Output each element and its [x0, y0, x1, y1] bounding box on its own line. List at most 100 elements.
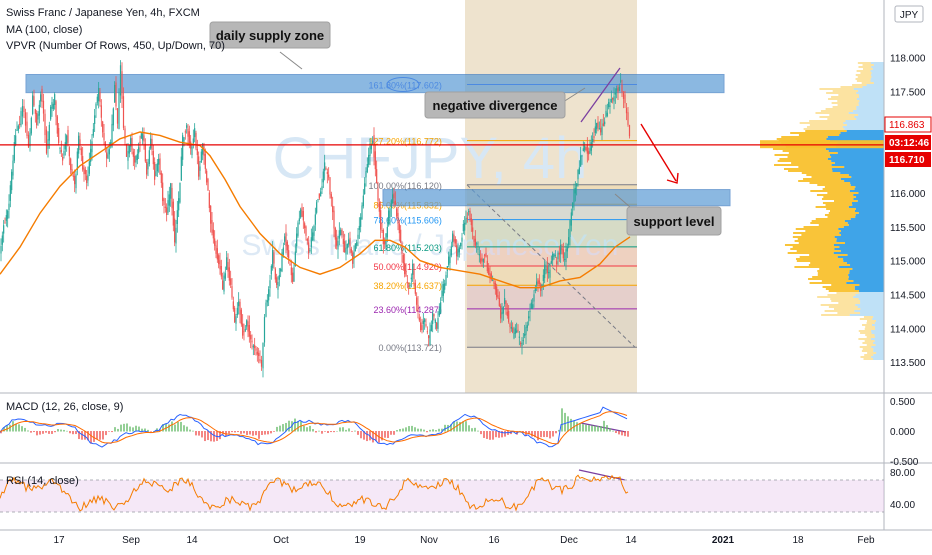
currency-badge[interactable]: JPY: [894, 5, 924, 23]
macd-histogram-bar: [381, 431, 383, 441]
candle-body: [442, 284, 444, 296]
price-axis-tag[interactable]: 03:12:46: [885, 135, 931, 150]
candle-body: [421, 325, 423, 331]
daily-supply-zone[interactable]: [25, 73, 725, 94]
candle-body: [255, 348, 257, 351]
macd-histogram-bar: [582, 424, 584, 432]
candle-body: [617, 87, 619, 92]
volume-profile-row-down: [834, 248, 884, 250]
volume-profile-row-up: [858, 330, 872, 332]
candle-body: [134, 156, 136, 163]
negative-divergence-callout[interactable]: negative divergence: [424, 87, 586, 119]
volume-profile-row-up: [817, 272, 850, 274]
support-level-callout[interactable]: support level: [614, 193, 722, 236]
price-axis-tag[interactable]: 116.710: [885, 152, 931, 167]
macd-histogram-bar: [42, 431, 44, 434]
candle-body: [558, 252, 560, 255]
macd-histogram-bar: [198, 431, 200, 436]
volume-profile-row-down: [840, 132, 884, 134]
candle-body: [216, 248, 218, 260]
volume-profile-row-up: [857, 62, 871, 64]
candle-body: [122, 96, 125, 128]
time-axis-ticks[interactable]: 17 Sep 14 Oct 19 Nov 16 Dec 14 2021 18 Feb: [53, 535, 875, 546]
macd-histogram-bar: [30, 431, 32, 433]
candle-body: [480, 258, 482, 263]
price-axis-background[interactable]: [884, 0, 932, 550]
candle-body: [524, 333, 526, 336]
volume-profile-row-down: [858, 104, 884, 106]
volume-profile-row-up: [828, 290, 859, 292]
daily-supply-zone-callout[interactable]: daily supply zone: [209, 21, 331, 70]
volume-profile-row-down: [874, 336, 884, 338]
volume-profile-row-up: [823, 196, 857, 198]
volume-profile-row-down: [850, 182, 884, 184]
volume-profile-row-down: [843, 260, 884, 262]
volume-profile-row-down: [832, 170, 884, 172]
candle-body: [409, 284, 411, 287]
chart-title: Swiss Franc / Japanese Yen, 4h, FXCM: [6, 7, 200, 19]
rsi-legend[interactable]: RSI (14, close): [6, 475, 79, 487]
volume-profile-row-up: [819, 268, 853, 270]
candle-body: [606, 112, 608, 116]
candle-body: [55, 101, 57, 117]
candle-body: [0, 245, 2, 254]
candle-body: [594, 126, 596, 133]
volume-profile-row-down: [853, 296, 884, 298]
volume-profile-row-down: [858, 102, 884, 104]
macd-histogram-bar: [627, 431, 629, 437]
candle-body: [136, 153, 138, 161]
price-axis-tag[interactable]: 116.863: [884, 116, 932, 133]
candle-body: [620, 80, 622, 82]
volume-profile-row-up: [826, 92, 857, 94]
candle-body: [388, 210, 390, 225]
candle-body: [418, 317, 420, 321]
candle-body: [127, 150, 129, 161]
candle-body: [19, 123, 21, 125]
volume-profile-row-up: [825, 108, 857, 110]
macd-histogram-bar: [579, 423, 581, 432]
volume-profile-row-down: [873, 358, 884, 360]
macd-histogram-bar: [360, 431, 362, 439]
candle-body: [8, 203, 10, 210]
candle-body: [380, 210, 382, 230]
vpvr-indicator-legend[interactable]: VPVR (Number Of Rows, 450, Up/Down, 70): [6, 40, 225, 52]
macd-histogram-bar: [258, 431, 260, 439]
macd-histogram-bar: [87, 431, 89, 441]
candle-body: [520, 342, 522, 344]
candle-body: [240, 309, 242, 325]
support-level-zone[interactable]: [382, 189, 731, 207]
volume-profile-row-up: [859, 346, 872, 348]
volume-profile-row-down: [853, 194, 884, 196]
volume-profile-row-up: [831, 300, 861, 302]
price-tick-label: 114.500: [890, 290, 926, 301]
candle-body: [293, 267, 295, 282]
macd-histogram-bar: [561, 408, 563, 432]
candle-body: [376, 169, 378, 184]
volume-profile-row-up: [861, 350, 874, 352]
fib-ratio-label: 100.00%: [368, 181, 404, 191]
fib-price-label: (116.772): [404, 137, 442, 147]
candle-body: [187, 128, 189, 137]
candle-body: [494, 282, 496, 290]
candle-body: [174, 218, 176, 243]
candle-body: [621, 84, 623, 93]
macd-histogram-bar: [270, 431, 272, 434]
volume-profile-row-down: [856, 108, 884, 110]
candle-body: [616, 88, 618, 91]
volume-profile-row-up: [824, 214, 856, 216]
annotation-zones[interactable]: [25, 73, 731, 207]
volume-profile-row-up: [798, 180, 845, 182]
candle-body: [404, 262, 406, 275]
macd-histogram-bar: [336, 430, 338, 432]
volume-profile-row-up: [836, 292, 860, 294]
candle-body: [482, 258, 484, 263]
volume-profile-row-up: [829, 114, 859, 116]
ma-indicator-legend[interactable]: MA (100, close): [6, 24, 82, 36]
volume-profile-row-up: [798, 134, 840, 136]
macd-histogram-bar: [363, 431, 365, 440]
volume-profile-row-up: [865, 334, 875, 336]
volume-profile-row-up: [810, 190, 850, 192]
macd-legend[interactable]: MACD (12, 26, close, 9): [6, 401, 123, 413]
